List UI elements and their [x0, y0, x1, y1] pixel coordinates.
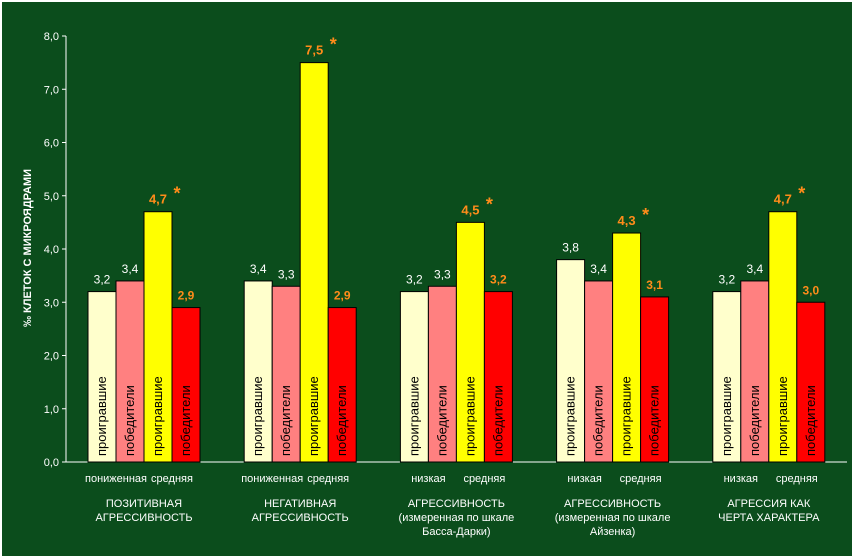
data-label: 4,3	[618, 213, 636, 228]
bar	[712, 291, 742, 463]
group-name: АГРЕССИЯ КАК	[727, 498, 811, 510]
bar-inner-label: проигравшие	[775, 376, 790, 456]
data-label: 3,8	[562, 241, 579, 255]
bar-inner-label: победители	[434, 385, 449, 456]
significance-mark: *	[330, 35, 337, 55]
bar-inner-label: проигравшие	[250, 376, 265, 456]
significance-mark: *	[173, 184, 180, 204]
group-name: Айзенка)	[590, 526, 635, 538]
bar	[483, 291, 513, 463]
y-tick-label: 7,0	[44, 84, 59, 96]
bar	[796, 301, 826, 463]
data-label: 3,2	[490, 273, 507, 287]
data-label: 3,2	[406, 273, 423, 287]
bar	[299, 62, 329, 463]
bar-inner-label: победители	[747, 385, 762, 456]
bar	[115, 280, 145, 463]
data-label: 4,7	[149, 192, 167, 207]
data-label: 3,4	[250, 262, 267, 276]
data-label: 3,0	[802, 283, 819, 297]
group-name: ЧЕРТА ХАРАКТЕРА	[718, 512, 820, 524]
y-tick-label: 5,0	[44, 191, 59, 203]
x-sublabel: средняя	[307, 473, 349, 485]
group-name: АГРЕССИВНОСТЬ	[252, 512, 349, 524]
y-tick-label: 1,0	[44, 404, 59, 416]
bar	[171, 307, 201, 463]
data-label: 4,7	[774, 192, 792, 207]
bar-inner-label: проигравшие	[406, 376, 421, 456]
data-label: 3,2	[94, 273, 111, 287]
bar-inner-label: проигравшие	[150, 376, 165, 456]
x-sublabel: средняя	[776, 473, 818, 485]
y-axis-title: ‰ КЛЕТОК С МИКРОЯДРАМИ	[22, 169, 34, 327]
bar	[143, 211, 173, 463]
bar-inner-label: проигравшие	[563, 376, 578, 456]
bar	[87, 291, 117, 463]
group-labels: пониженная средняя ПОЗИТИВНАЯ АГРЕССИВНОСТЬ…	[85, 473, 820, 538]
bar	[399, 291, 429, 463]
bar-inner-label: победители	[647, 385, 662, 456]
bar	[455, 221, 485, 463]
bar-inner-label: победители	[490, 385, 505, 456]
data-label: 3,1	[646, 278, 663, 292]
bar	[640, 296, 670, 463]
data-label: 3,4	[590, 262, 607, 276]
y-tick-label: 4,0	[44, 244, 59, 256]
x-sublabel: средняя	[620, 473, 662, 485]
group-name: АГРЕССИВНОСТЬ	[95, 512, 192, 524]
bar-inner-label: победители	[803, 385, 818, 456]
data-label: 2,9	[178, 289, 195, 303]
data-label: 7,5	[305, 43, 323, 58]
bar-inner-label: победители	[278, 385, 293, 456]
x-sublabel: пониженная	[85, 473, 147, 485]
bars: проигравшие 3,2 победители 3,4 проигравшие 4,…	[87, 35, 826, 463]
group-name: ПОЗИТИВНАЯ	[106, 498, 182, 510]
bar-inner-label: проигравшие	[462, 376, 477, 456]
x-sublabel: пониженная	[241, 473, 303, 485]
significance-mark: *	[486, 194, 493, 214]
data-label: 3,3	[278, 267, 295, 281]
group-name: (измеренная по шкале	[555, 512, 671, 524]
group-name: АГРЕССИВНОСТЬ	[564, 498, 661, 510]
significance-mark: *	[642, 205, 649, 225]
x-sublabel: средняя	[151, 473, 193, 485]
bar-inner-label: победители	[178, 385, 193, 456]
bar-inner-label: проигравшие	[306, 376, 321, 456]
data-label: 2,9	[334, 289, 351, 303]
bar	[427, 285, 457, 463]
bar-inner-label: победители	[122, 385, 137, 456]
y-tick-label: 3,0	[44, 297, 59, 309]
x-sublabel: низкая	[567, 473, 601, 485]
bar-inner-label: проигравшие	[619, 376, 634, 456]
bar-inner-label: победители	[591, 385, 606, 456]
bar	[327, 307, 357, 463]
x-sublabel: низкая	[411, 473, 445, 485]
group-name: НЕГАТИВНАЯ	[264, 498, 336, 510]
bar-inner-label: проигравшие	[94, 376, 109, 456]
group-name: (измеренная по шкале	[399, 512, 515, 524]
data-label: 3,4	[122, 262, 139, 276]
x-sublabel: средняя	[463, 473, 505, 485]
y-tick-label: 2,0	[44, 351, 59, 363]
bar-inner-label: победители	[334, 385, 349, 456]
data-label: 3,2	[718, 273, 735, 287]
y-tick-label: 6,0	[44, 138, 59, 150]
group-name: Басса-Дарки)	[422, 526, 490, 538]
data-label: 4,5	[461, 202, 479, 217]
x-sublabel: низкая	[724, 473, 758, 485]
bar	[768, 211, 798, 463]
bar	[740, 280, 770, 463]
y-tick-label: 8,0	[44, 31, 59, 43]
group-name: АГРЕССИВНОСТЬ	[408, 498, 505, 510]
y-tick-label: 0,0	[44, 457, 59, 469]
data-label: 3,4	[746, 262, 763, 276]
data-label: 3,3	[434, 267, 451, 281]
significance-mark: *	[798, 184, 805, 204]
bar-inner-label: проигравшие	[719, 376, 734, 456]
y-axis-ticks: 0,0 1,0 2,0 3,0 4,0 5,0 6,0 7,0 8,0	[44, 31, 66, 469]
bar	[584, 280, 614, 463]
